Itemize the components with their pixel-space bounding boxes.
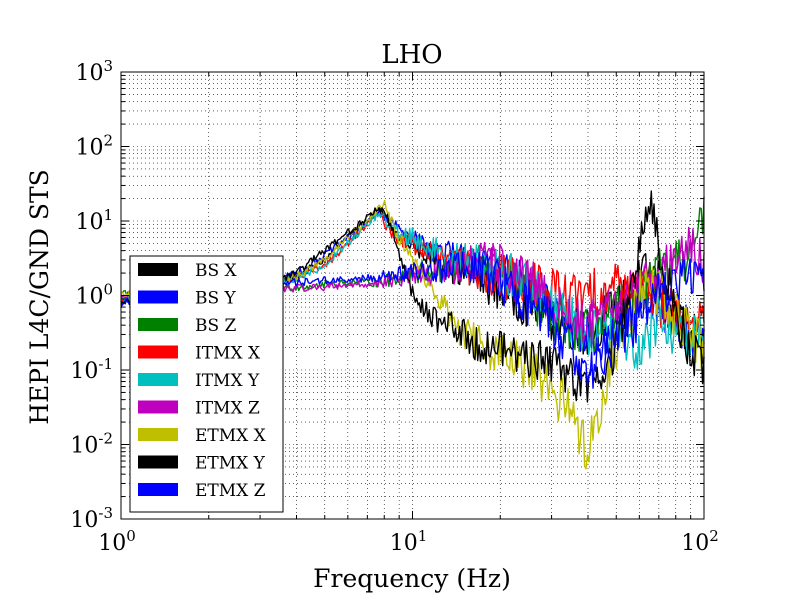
- x-tick-label: 102: [681, 527, 719, 556]
- legend-label-bs-y: BS Y: [195, 289, 237, 309]
- legend-swatch-bs-x: [138, 263, 178, 276]
- legend-swatch-bs-z: [138, 318, 178, 331]
- legend-label-etmx-z: ETMX Z: [195, 481, 266, 501]
- legend-label-itmx-y: ITMX Y: [195, 371, 260, 391]
- y-tick-label: 102: [75, 132, 113, 161]
- legend-swatch-etmx-z: [138, 483, 178, 496]
- y-tick-label: 103: [75, 57, 113, 86]
- x-axis-label: Frequency (Hz): [313, 564, 511, 593]
- legend: BS X BS Y BS Z ITMX X ITMX Y ITMX Z ETMX X ETMX…: [129, 255, 284, 513]
- legend-swatch-itmx-x: [138, 345, 178, 359]
- grid: [121, 72, 704, 519]
- y-tick-label: 100: [75, 281, 113, 310]
- legend-label-itmx-z: ITMX Z: [195, 399, 260, 419]
- legend-swatch-itmx-y: [138, 373, 178, 386]
- legend-label-bs-x: BS X: [195, 261, 238, 281]
- legend-label-bs-z: BS Z: [195, 316, 237, 336]
- chart-title: LHO: [381, 40, 442, 70]
- legend-swatch-itmx-z: [138, 400, 178, 414]
- legend-swatch-etmx-x: [138, 428, 178, 441]
- x-tick-label: 100: [98, 527, 136, 556]
- y-tick-label: 101: [75, 206, 113, 235]
- tick-marks: [120, 71, 705, 520]
- legend-swatch-etmx-y: [138, 455, 178, 469]
- y-tick-label: 10-2: [70, 430, 113, 459]
- legend-label-etmx-x: ETMX X: [195, 426, 267, 446]
- y-tick-label: 10-1: [70, 355, 113, 384]
- legend-label-etmx-y: ETMX Y: [195, 454, 266, 474]
- x-tick-labels: 100 101 102: [98, 527, 719, 556]
- legend-swatch-bs-y: [138, 290, 178, 304]
- legend-label-itmx-x: ITMX X: [195, 344, 261, 364]
- y-tick-label: 10-3: [70, 504, 113, 533]
- y-axis-label: HEPI L4C/GND STS: [25, 169, 54, 425]
- x-tick-label: 101: [390, 527, 428, 556]
- y-tick-labels: 10-3 10-2 10-1 100 101 102 103: [70, 57, 113, 533]
